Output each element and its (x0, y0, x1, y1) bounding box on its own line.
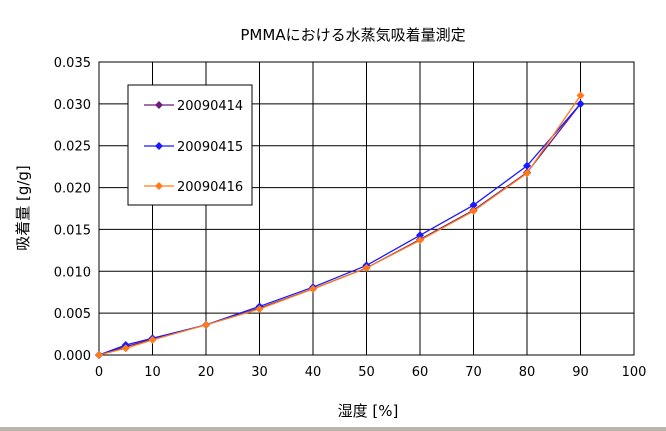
plot-area-frame (98, 61, 635, 356)
chart-title: PMMAにおける水蒸気吸着量測定 (240, 26, 465, 44)
data-point (416, 231, 424, 240)
y-tick-label: 0.030 (54, 98, 91, 113)
x-tick-label: 100 (622, 365, 647, 380)
y-tick-label: 0.025 (54, 140, 91, 155)
x-tick-label: 50 (358, 365, 375, 380)
x-tick-label: 10 (144, 365, 161, 380)
legend-label: 20090415 (177, 140, 243, 155)
data-point (523, 169, 531, 178)
legend-marker (155, 182, 163, 190)
legend-item: 20090416 (144, 180, 243, 195)
y-tick-label: 0.010 (54, 265, 91, 280)
data-point (469, 201, 478, 210)
y-axis-label: 吸着量 [g/g] (14, 165, 32, 251)
y-tick-label: 0.035 (54, 56, 91, 71)
data-point (416, 236, 424, 245)
data-point (362, 263, 371, 272)
legend-marker (155, 142, 163, 150)
legend-label: 20090416 (177, 180, 243, 195)
data-point (576, 91, 585, 100)
legend-items: 20090414 20090415 20090416 (144, 99, 243, 195)
y-tick-label: 0.020 (54, 182, 91, 197)
x-tick-label: 30 (251, 365, 268, 380)
y-tick-label: 0.000 (54, 349, 91, 364)
y-tick-label: 0.015 (54, 223, 91, 238)
data-point (202, 320, 210, 329)
data-point (95, 351, 103, 359)
data-point (469, 207, 478, 216)
x-tick-label: 0 (95, 365, 103, 380)
data-point (523, 161, 531, 170)
x-tick-label: 60 (412, 365, 429, 380)
legend-item: 20090414 (144, 99, 243, 114)
x-axis-label: 湿度 [%] (338, 402, 399, 420)
legend: 20090414 20090415 20090416 (127, 84, 253, 206)
x-tick-label: 20 (198, 365, 215, 380)
series-20090416 (95, 91, 585, 359)
data-point (576, 99, 585, 108)
x-tick-label: 70 (465, 365, 482, 380)
data-point (255, 304, 264, 313)
data-point (309, 284, 317, 293)
x-tick-label: 90 (572, 365, 589, 380)
data-point (121, 344, 130, 353)
legend-marker (155, 101, 163, 109)
legend-item: 20090415 (144, 140, 243, 155)
series-layer (95, 91, 585, 359)
y-tick-label: 0.005 (54, 307, 91, 322)
x-tick-label: 40 (305, 365, 322, 380)
x-tick-label: 80 (519, 365, 536, 380)
data-point (148, 335, 157, 344)
tick-labels: 0 10 20 30 40 50 60 70 80 90 100 0.000 0.005 0.010 0.0… (54, 56, 647, 380)
legend-label: 20090414 (177, 99, 243, 114)
